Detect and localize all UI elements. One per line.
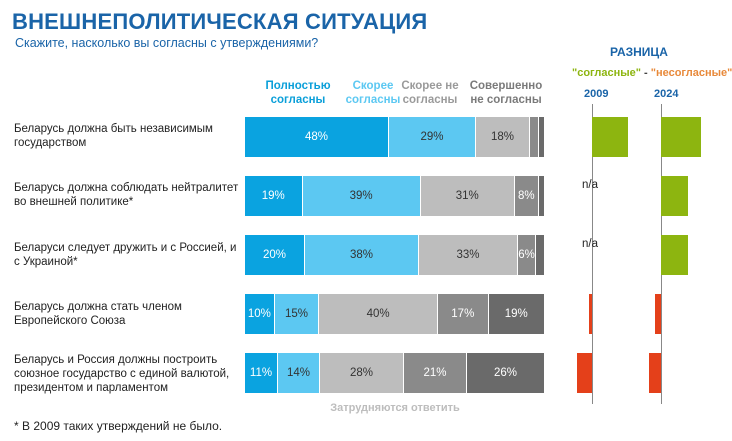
bar-segment: 15% — [274, 294, 320, 334]
statement-2: Беларусь должна соблюдать нейтралитет во… — [14, 182, 239, 208]
diff-bar — [661, 176, 688, 216]
diff-sep: - — [640, 67, 651, 79]
diff-agree-label: "согласные" — [572, 67, 641, 79]
diff-year-2024: 2024 — [654, 88, 679, 100]
statement-1: Беларусь должна быть независимым государ… — [14, 123, 213, 149]
diff-na-label: n/a — [582, 238, 598, 250]
bar-segment: 20% — [245, 235, 305, 275]
bar-segment: 33% — [419, 235, 518, 275]
bar-segment: 28% — [320, 353, 404, 393]
diff-bar — [589, 294, 592, 334]
bar-segment: 29% — [389, 117, 476, 157]
bar-segment: 39% — [302, 176, 421, 216]
bar-segment: 14% — [278, 353, 320, 393]
legend-full-agree: Полностью согласны — [265, 80, 331, 106]
diff-bar — [661, 117, 701, 157]
bar-segment: 6% — [518, 235, 536, 275]
statement-3: Беларуси следует дружить и с Россией, и … — [14, 242, 237, 268]
page-subtitle: Скажите, насколько вы согласны с утвержд… — [15, 36, 319, 50]
bar-segment — [530, 117, 539, 157]
bar-segment: 21% — [404, 353, 467, 393]
legend-full-disagree: Совершенно не согласны — [469, 80, 543, 106]
bar-segment: 48% — [245, 117, 389, 157]
diff-subtitle: "согласные" - "несогласные" — [572, 67, 732, 79]
bar-segment: 19% — [488, 294, 545, 334]
bar-segment: 40% — [319, 294, 439, 334]
legend-rather-agree: Скорее согласны — [345, 80, 401, 106]
diff-bar — [592, 117, 628, 157]
footnote: * В 2009 таких утверждений не было. — [14, 419, 223, 433]
bar-segment — [538, 176, 545, 216]
bar-segment: 38% — [305, 235, 419, 275]
diff-bar — [577, 353, 592, 393]
bar-segment: 18% — [476, 117, 530, 157]
diff-bar — [655, 294, 661, 334]
bar-segment: 19% — [245, 176, 303, 216]
diff-na-label: n/a — [582, 179, 598, 191]
bar-segment: 8% — [514, 176, 539, 216]
bar-segment: 17% — [438, 294, 489, 334]
page-title: ВНЕШНЕПОЛИТИЧЕСКАЯ СИТУАЦИЯ — [12, 9, 428, 34]
legend-rather-disagree: Скорее не согласны — [401, 80, 459, 106]
bar-segment — [539, 117, 545, 157]
diff-bar — [661, 235, 688, 275]
diff-year-2009: 2009 — [584, 88, 609, 100]
bar-segment: 26% — [467, 353, 545, 393]
statement-4: Беларусь должна стать членом Европейског… — [14, 301, 182, 327]
diff-title: РАЗНИЦА — [610, 45, 668, 59]
bar-segment: 10% — [245, 294, 275, 334]
bar-segment — [536, 235, 545, 275]
bar-segment: 11% — [245, 353, 278, 393]
legend-no-answer: Затрудняются ответить — [330, 402, 460, 414]
statement-5: Беларусь и Россия должны построить союзн… — [14, 354, 230, 394]
diff-disagree-label: "несогласные" — [650, 67, 732, 79]
diff-bar — [649, 353, 661, 393]
bar-segment: 31% — [420, 176, 515, 216]
baseline-2009 — [592, 104, 593, 404]
